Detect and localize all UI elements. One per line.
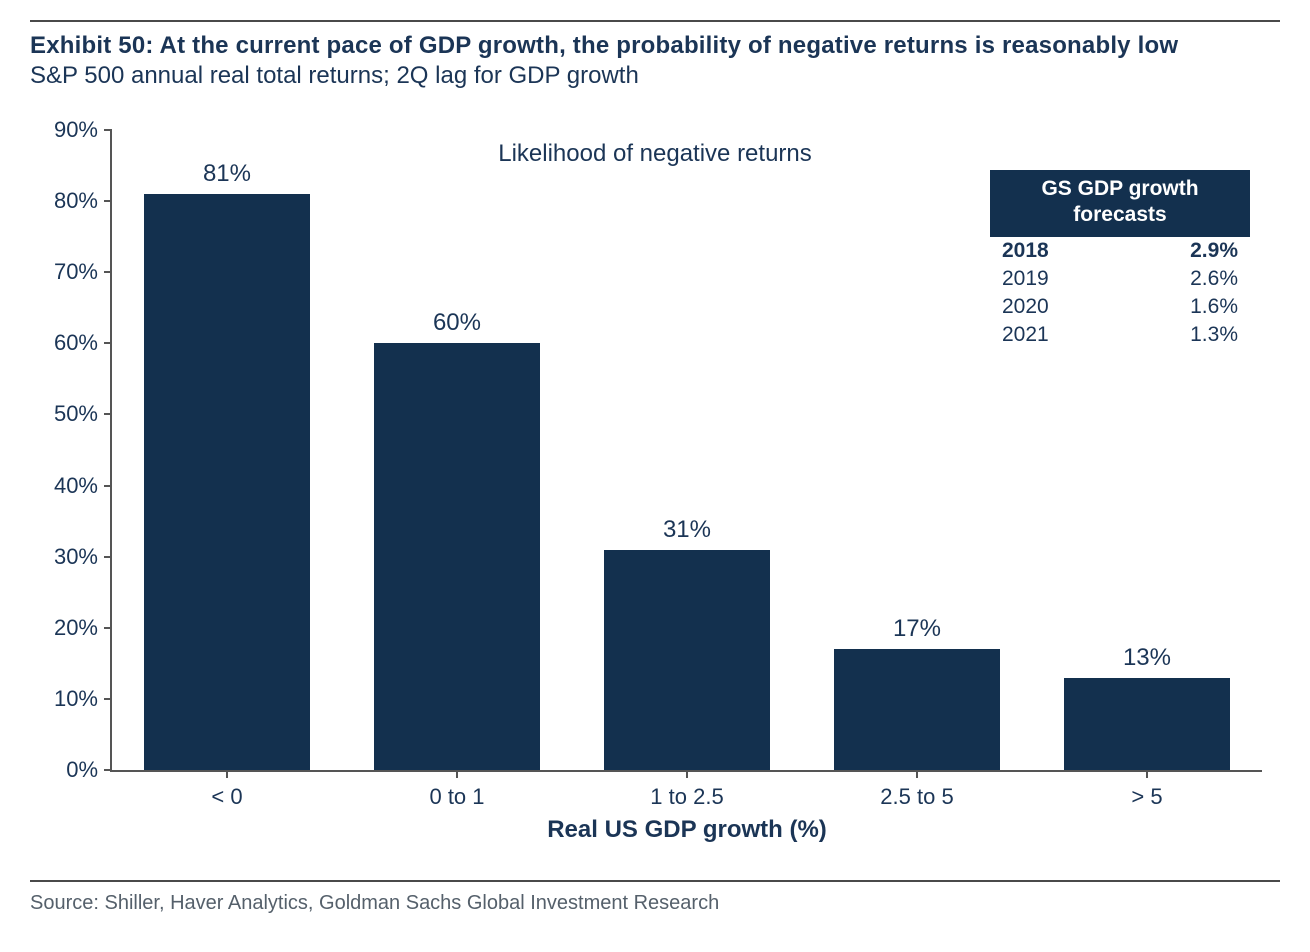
forecast-year: 2019 — [1002, 267, 1049, 291]
forecast-year: 2020 — [1002, 295, 1049, 319]
bar-value-label: 81% — [144, 160, 310, 194]
bar-value-label: 60% — [374, 309, 540, 343]
bar: 81% — [144, 194, 310, 770]
source-line: Source: Shiller, Haver Analytics, Goldma… — [30, 892, 1280, 915]
forecast-year: 2018 — [1002, 239, 1049, 263]
y-tick-label: 10% — [54, 686, 112, 712]
y-tick-label: 30% — [54, 544, 112, 570]
x-category-label: < 0 — [211, 770, 242, 810]
forecast-value: 2.9% — [1190, 239, 1238, 263]
forecast-table-header: GS GDP growth forecasts — [990, 170, 1250, 237]
chart-plot-area: Real US GDP growth (%) GS GDP growth for… — [110, 130, 1262, 772]
bar-value-label: 13% — [1064, 644, 1230, 678]
bar: 60% — [374, 343, 540, 770]
y-tick-label: 20% — [54, 615, 112, 641]
forecast-table-body: 2018 2.9% 2019 2.6% 2020 1.6% 2021 1.3% — [990, 237, 1250, 349]
chart-container: Likelihood of negative returns Real US G… — [30, 130, 1280, 850]
forecast-value: 1.3% — [1190, 323, 1238, 347]
x-category-label: 2.5 to 5 — [880, 770, 953, 810]
forecast-year: 2021 — [1002, 323, 1049, 347]
y-tick-label: 80% — [54, 188, 112, 214]
y-tick-label: 90% — [54, 117, 112, 143]
forecast-table: GS GDP growth forecasts 2018 2.9% 2019 2.6%… — [990, 170, 1250, 349]
x-axis-label: Real US GDP growth (%) — [547, 816, 827, 844]
forecast-row: 2020 1.6% — [990, 293, 1250, 321]
y-tick-label: 0% — [66, 757, 112, 783]
y-tick-label: 70% — [54, 259, 112, 285]
exhibit-subtitle: S&P 500 annual real total returns; 2Q la… — [30, 62, 1280, 90]
bar: 17% — [834, 649, 1000, 770]
bottom-rule — [30, 880, 1280, 882]
forecast-value: 2.6% — [1190, 267, 1238, 291]
top-rule — [30, 20, 1280, 22]
bar: 13% — [1064, 678, 1230, 770]
forecast-value: 1.6% — [1190, 295, 1238, 319]
y-tick-label: 40% — [54, 473, 112, 499]
x-category-label: > 5 — [1131, 770, 1162, 810]
bar-value-label: 17% — [834, 615, 1000, 649]
x-category-label: 1 to 2.5 — [650, 770, 723, 810]
x-category-label: 0 to 1 — [429, 770, 484, 810]
forecast-row: 2019 2.6% — [990, 265, 1250, 293]
y-tick-label: 50% — [54, 401, 112, 427]
forecast-row: 2018 2.9% — [990, 237, 1250, 265]
y-tick-label: 60% — [54, 330, 112, 356]
exhibit-title: Exhibit 50: At the current pace of GDP g… — [30, 32, 1280, 60]
page: Exhibit 50: At the current pace of GDP g… — [0, 0, 1310, 925]
forecast-row: 2021 1.3% — [990, 321, 1250, 349]
bar: 31% — [604, 550, 770, 770]
bar-value-label: 31% — [604, 516, 770, 550]
